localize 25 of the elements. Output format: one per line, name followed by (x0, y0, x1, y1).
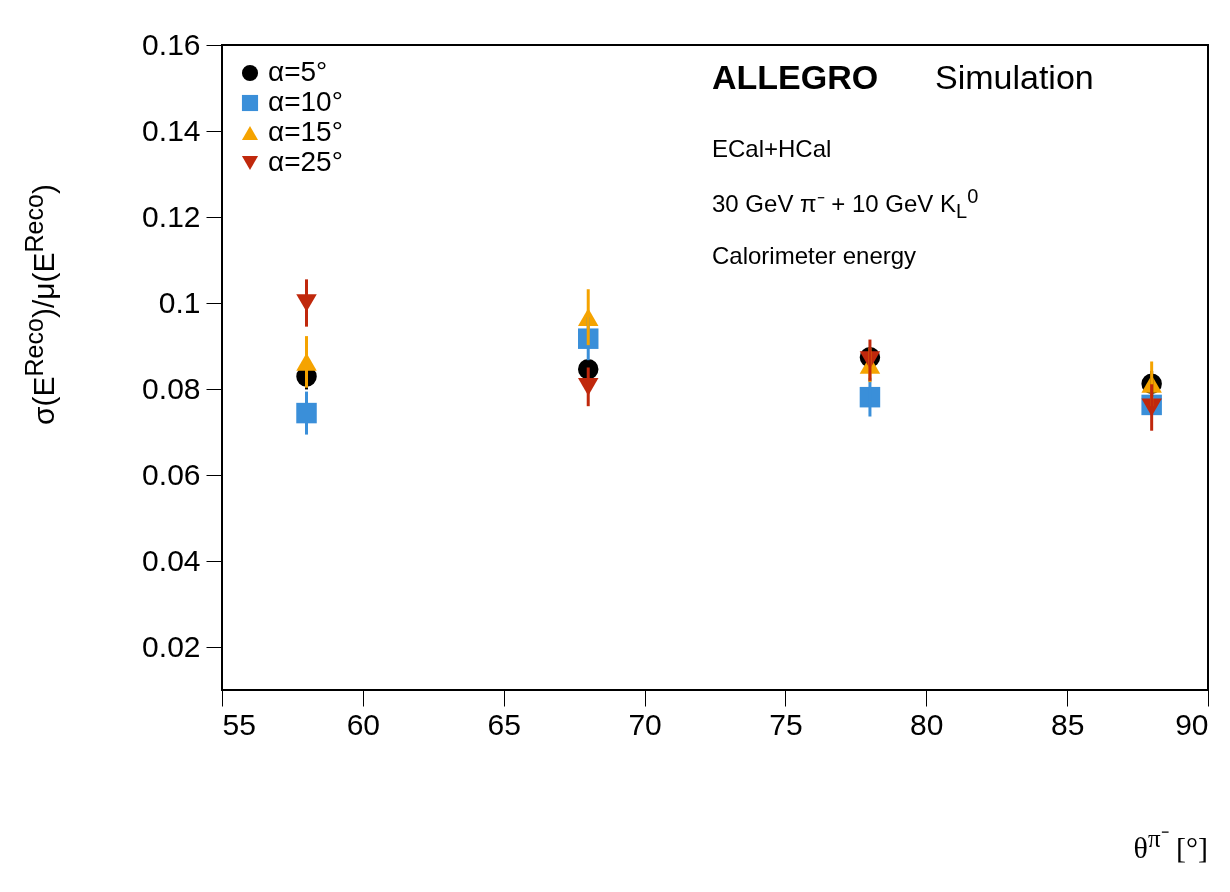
x-tick-label: 80 (910, 707, 944, 741)
legend-label: α=10° (268, 86, 343, 117)
y-tick-label: 0.02 (142, 629, 201, 663)
y-tick-label: 0.08 (142, 371, 201, 405)
y-tick-label: 0.06 (142, 457, 201, 491)
x-tick-label: 55 (222, 707, 256, 741)
x-tick-label: 60 (346, 707, 381, 741)
x-tick-label: 85 (1050, 707, 1085, 741)
y-tick-label: 0.1 (158, 285, 201, 319)
y-tick-label: 0.04 (142, 543, 201, 577)
y-tick-label: 0.16 (142, 27, 201, 61)
legend-label: α=15° (268, 116, 343, 147)
x-tick-label: 75 (769, 707, 803, 741)
y-tick-label: 0.14 (142, 113, 201, 147)
legend-label: α=5° (268, 56, 328, 87)
x-tick-label: 90 (1175, 707, 1209, 741)
y-tick-label: 0.12 (142, 199, 201, 233)
x-axis-title: θ$^{π⁻}$ [°] (1133, 824, 1208, 865)
annotation: Simulation (935, 58, 1094, 97)
annotation: ALLEGRO (712, 58, 879, 97)
x-tick-label: 70 (628, 707, 662, 741)
annotation: ECal+HCal (712, 135, 832, 163)
legend-label: α=25° (268, 146, 343, 177)
annotation: Calorimeter energy (712, 242, 917, 270)
x-tick-label: 65 (487, 707, 521, 741)
